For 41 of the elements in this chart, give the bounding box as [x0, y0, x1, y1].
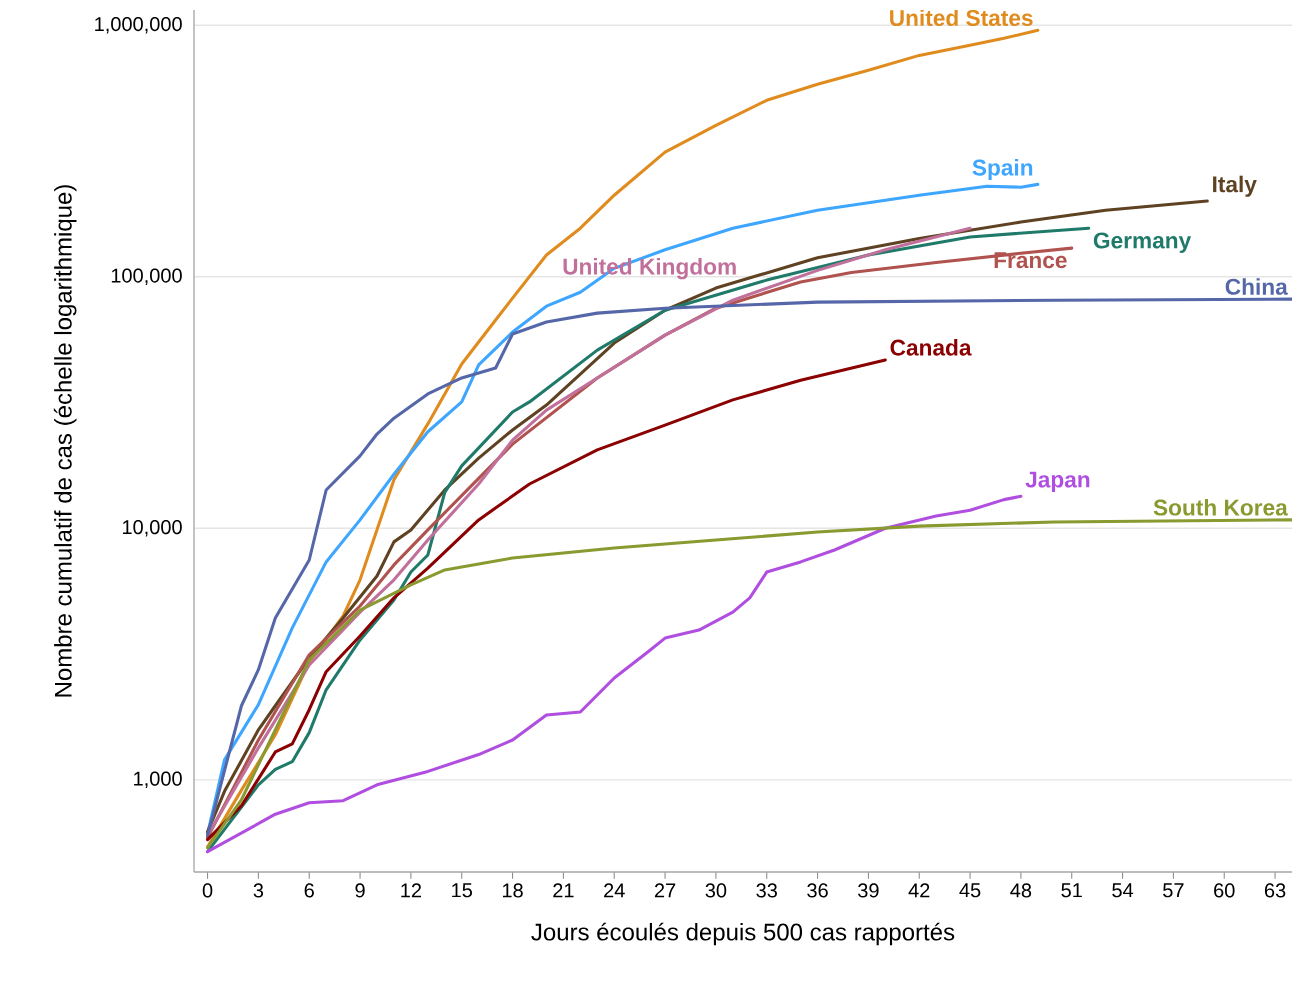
x-tick-label: 12	[401, 883, 422, 898]
x-tick-label: 21	[553, 883, 574, 898]
x-tick-label: 18	[502, 883, 523, 898]
x-tick-label: 54	[1112, 883, 1134, 898]
series-label: Germany	[1093, 232, 1192, 253]
x-tick-label: 15	[452, 883, 473, 898]
line-series	[206, 518, 1293, 850]
series-label: Spain	[972, 158, 1033, 181]
x-tick-label: 45	[959, 883, 981, 898]
x-tick-label: 57	[1163, 883, 1184, 898]
line-series	[206, 297, 1293, 838]
x-axis-title: Jours écoulés depuis 500 cas rapportés	[531, 922, 955, 946]
series-label: France	[994, 252, 1067, 269]
x-tick-label: 51	[1061, 883, 1082, 898]
x-tick-label: 48	[1010, 883, 1032, 898]
series-label: Italy	[1213, 175, 1257, 197]
line-series	[206, 358, 887, 842]
x-tick-label: 42	[908, 883, 930, 898]
x-tick-label: 36	[807, 883, 828, 898]
x-tick-label: 6	[304, 883, 314, 898]
series-label: Canada	[890, 339, 972, 356]
y-axis-title: Nombre cumulatif de cas (échelle logarithmique)	[53, 185, 77, 697]
series-label: United States	[890, 9, 1033, 27]
x-tick-label: 9	[355, 883, 365, 898]
series-label: Japan	[1025, 471, 1090, 493]
x-tick-label: 63	[1264, 883, 1286, 898]
line-series	[206, 494, 1023, 854]
x-tick-label: 60	[1214, 883, 1235, 898]
x-tick-label: 0	[202, 883, 213, 898]
x-tick-label: 24	[604, 883, 625, 898]
y-tick-label: 10,000	[122, 520, 182, 537]
series-label: South Korea	[1153, 498, 1288, 516]
y-tick-label: 1,000,000	[95, 16, 182, 34]
x-tick-label: 39	[858, 883, 879, 898]
x-tick-label: 3	[253, 883, 264, 898]
y-tick-label: 1,000	[134, 771, 182, 789]
y-tick-label: 100,000	[111, 268, 182, 286]
series-label: China	[1225, 278, 1288, 295]
x-tick-label: 30	[705, 883, 727, 898]
x-tick-label: 33	[756, 883, 777, 898]
x-tick-label: 27	[654, 883, 676, 898]
